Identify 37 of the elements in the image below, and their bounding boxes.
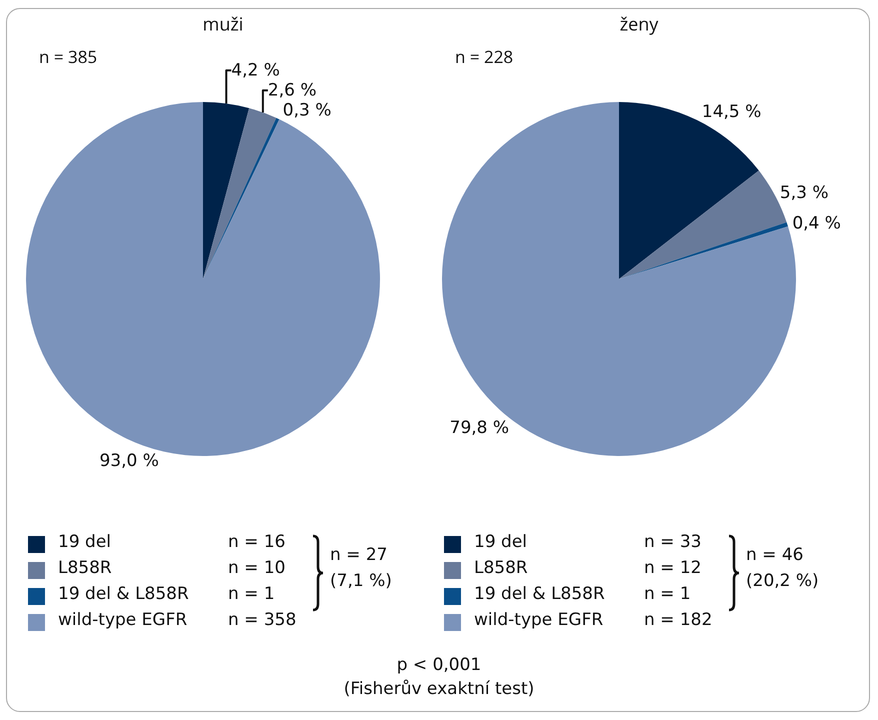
pie-slice [203,102,250,279]
legend-label: 19 del [474,532,528,552]
chart-title: ženy [620,12,660,36]
legend-label: wild-type EGFR [474,610,604,630]
text: n = 16 [228,532,286,554]
pie-slice [619,222,788,279]
legend-label: L858R [474,558,528,578]
text: n = 12 [644,558,702,580]
pie-slice [619,102,759,279]
data-label: 14,5 % [702,102,762,122]
legend-label: L858R [58,558,112,578]
text: n = 358 [228,610,296,632]
text: n = 46 [746,545,804,567]
text: n = 33 [644,532,702,554]
data-label: 93,0 % [99,451,159,472]
data-label: 4,2 % [231,60,280,80]
legend-label: wild-type EGFR [58,610,188,630]
text: n = 27 [330,545,388,567]
data-label: 79,8 % [450,418,510,438]
chart-title: muži [202,12,244,36]
data-label: 5,3 % [780,182,828,203]
text: n = 228 [455,45,514,68]
text: n = 1 [644,584,691,606]
data-label: 2,6 % [268,80,316,100]
text: n = 385 [39,45,98,68]
text: n = 1 [228,584,275,606]
legend-label: 19 del [58,532,112,552]
text: n = 182 [644,610,712,632]
legend-label: 19 del & L858R [474,584,605,604]
text: (20,2 %) [746,571,819,593]
text: p < 0,001 [396,655,482,675]
text: (Fisherův exaktní test) [342,679,536,699]
text: n = 10 [228,558,286,580]
data-label: 0,4 % [792,213,841,234]
legend-label: 19 del & L858R [58,584,189,604]
text: (7,1 %) [330,571,392,593]
data-label: 0,3 % [282,100,332,120]
